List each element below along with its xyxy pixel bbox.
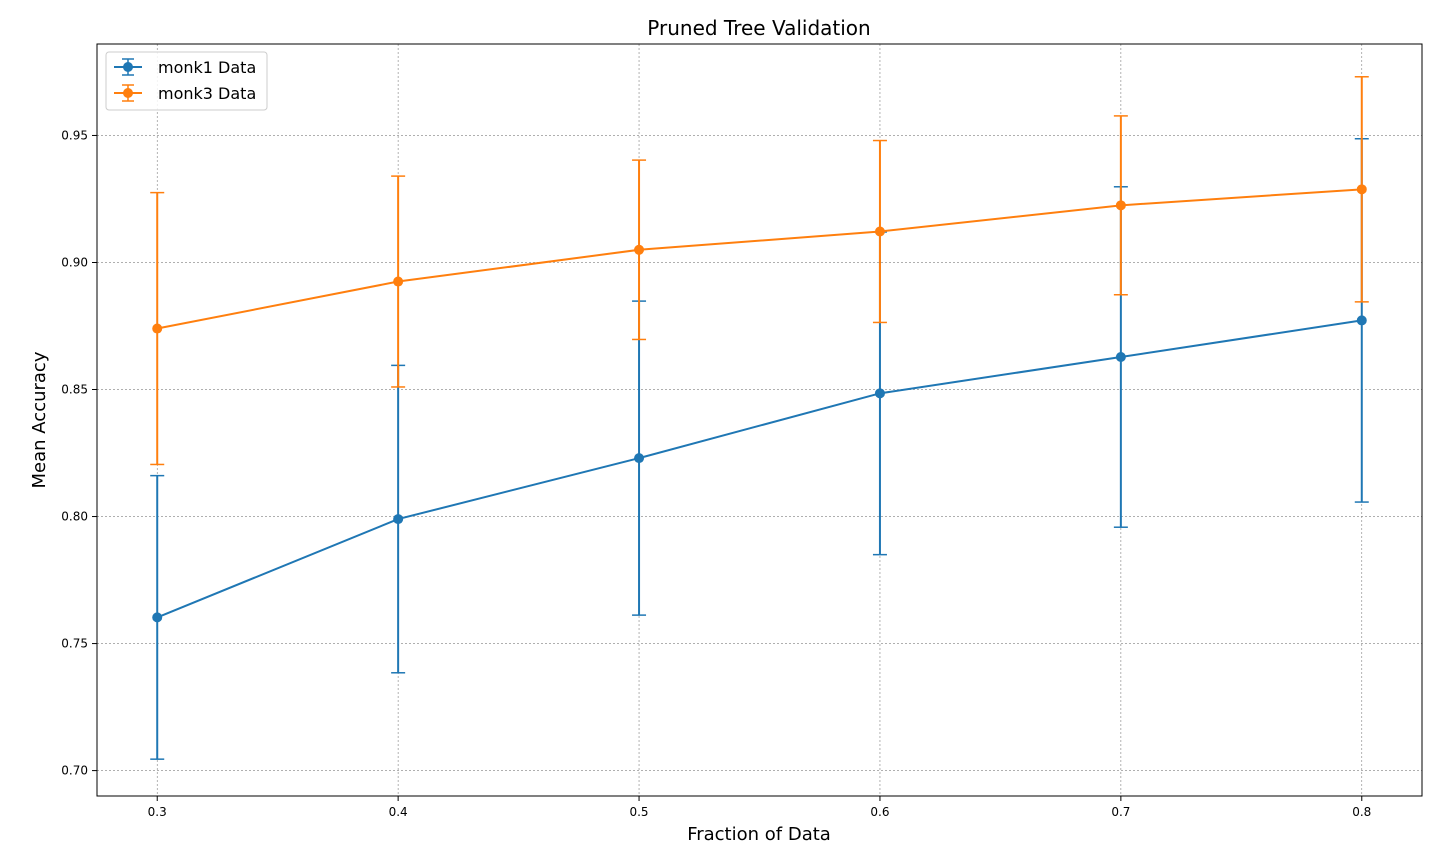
legend-label: monk1 Data bbox=[158, 58, 256, 77]
series-line bbox=[157, 188, 1362, 330]
y-tick-label: 0.90 bbox=[61, 255, 88, 269]
legend-label: monk3 Data bbox=[158, 84, 256, 103]
data-point bbox=[1356, 315, 1367, 326]
plot-frame bbox=[96, 43, 1423, 797]
series-line bbox=[156, 319, 1362, 619]
data-point bbox=[1115, 200, 1126, 211]
legend-item: monk3 Data bbox=[114, 84, 256, 103]
chart-title: Pruned Tree Validation bbox=[647, 16, 870, 40]
x-tick-label: 0.5 bbox=[629, 805, 648, 819]
y-tick-label: 0.85 bbox=[61, 383, 88, 397]
x-tick-label: 0.6 bbox=[870, 805, 889, 819]
legend-box bbox=[105, 51, 268, 111]
y-axis: 0.70 0.75 0.80 0.85 0.90 0.95 bbox=[61, 128, 97, 778]
series-2 bbox=[150, 76, 1369, 466]
legend-swatch-marker bbox=[123, 88, 133, 98]
data-point bbox=[634, 244, 645, 255]
data-point bbox=[393, 514, 404, 525]
x-tick-label: 0.8 bbox=[1352, 805, 1371, 819]
x-tick-label: 0.3 bbox=[148, 805, 167, 819]
x-axis: 0.3 0.4 0.5 0.6 0.7 0.8 bbox=[148, 796, 1371, 819]
data-point bbox=[152, 323, 163, 334]
data-point bbox=[1115, 351, 1126, 362]
data-point bbox=[634, 453, 645, 464]
data-point bbox=[1356, 184, 1367, 195]
x-tick-label: 0.4 bbox=[389, 805, 408, 819]
data-point bbox=[874, 226, 885, 237]
y-tick-label: 0.80 bbox=[61, 510, 88, 524]
legend-item: monk1 Data bbox=[114, 58, 256, 77]
x-tick-label: 0.7 bbox=[1111, 805, 1130, 819]
x-axis-label: Fraction of Data bbox=[687, 824, 831, 845]
y-tick-label: 0.95 bbox=[61, 128, 88, 142]
series-layer bbox=[150, 76, 1369, 760]
data-point bbox=[874, 388, 885, 399]
y-axis-label: Mean Accuracy bbox=[29, 351, 50, 488]
legend-swatch-marker bbox=[123, 62, 133, 72]
data-point bbox=[393, 276, 404, 287]
y-tick-label: 0.70 bbox=[61, 764, 88, 778]
y-tick-label: 0.75 bbox=[61, 637, 88, 651]
legend: monk1 Data monk3 Data bbox=[105, 51, 268, 111]
data-point bbox=[152, 612, 163, 623]
